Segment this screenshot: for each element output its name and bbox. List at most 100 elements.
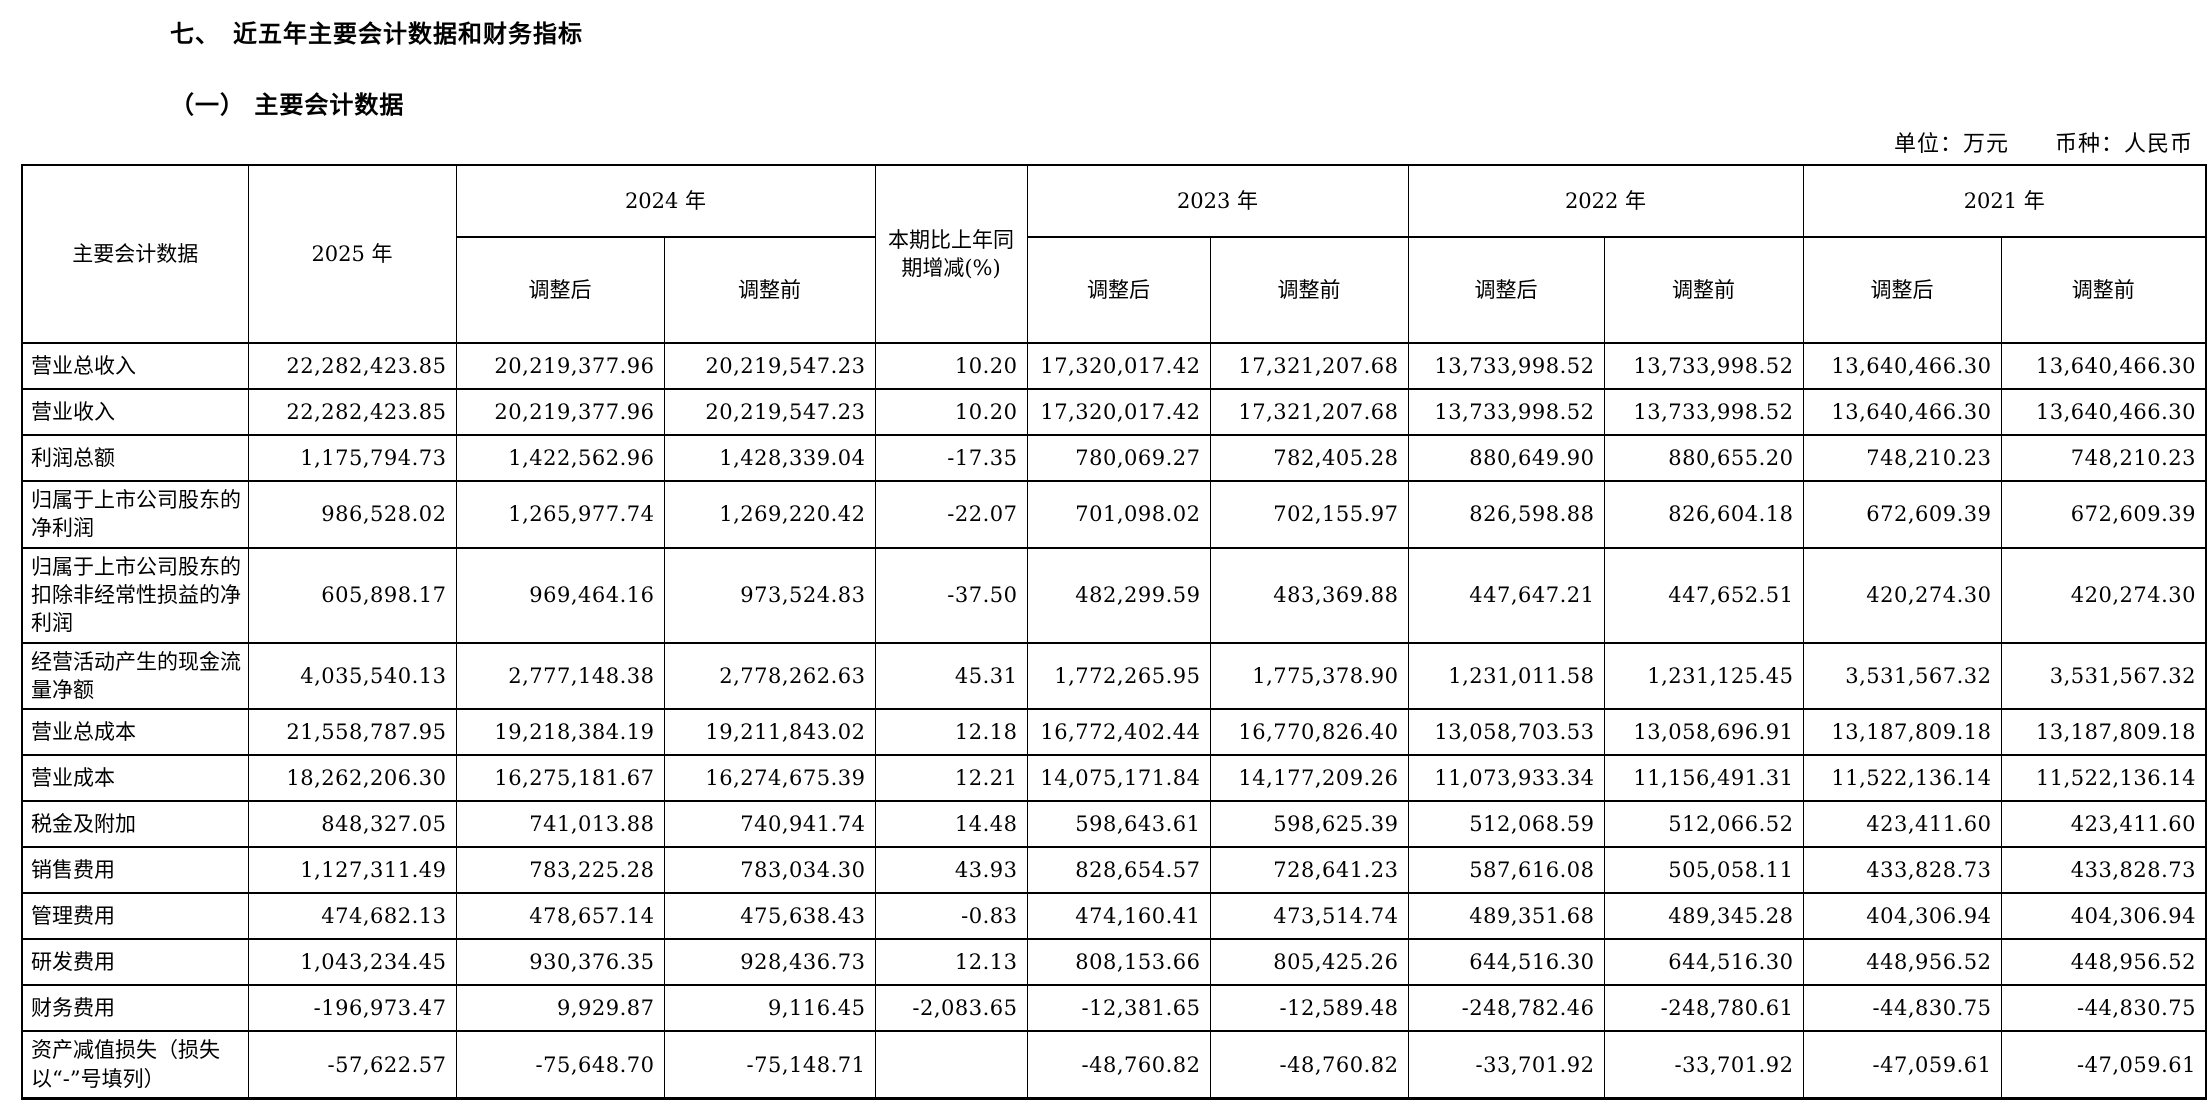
value-cell: 10.20 bbox=[874, 388, 1028, 436]
value-cell: 404,306.94 bbox=[1802, 892, 2002, 941]
value-cell: 783,225.28 bbox=[455, 846, 665, 895]
value-cell: 16,772,402.44 bbox=[1026, 708, 1211, 757]
table-body: 营业总收入 22,282,423.85 20,219,377.96 20,219,54… bbox=[21, 342, 2207, 1100]
value-cell: 741,013.88 bbox=[455, 800, 665, 849]
subheader-2021-adjusted: 调整后 bbox=[1802, 236, 2002, 344]
value-cell: 505,058.11 bbox=[1603, 846, 1804, 895]
subheader-2024-adjusted: 调整后 bbox=[455, 236, 665, 344]
value-cell: -12,381.65 bbox=[1026, 984, 1211, 1033]
value-cell: 3,531,567.32 bbox=[1802, 641, 2002, 711]
value-cell: 644,516.30 bbox=[1407, 938, 1605, 987]
value-cell: 701,098.02 bbox=[1026, 480, 1211, 549]
value-cell: 1,428,339.04 bbox=[663, 434, 876, 482]
value-cell: 782,405.28 bbox=[1209, 434, 1409, 482]
value-cell: 1,231,011.58 bbox=[1407, 641, 1605, 711]
value-cell: 9,929.87 bbox=[455, 984, 665, 1033]
value-cell bbox=[874, 1030, 1028, 1100]
table-row: 研发费用 1,043,234.45 930,376.35 928,436.73 12.1… bbox=[21, 938, 2207, 987]
value-cell: 1,127,311.49 bbox=[247, 846, 457, 895]
value-cell: 448,956.52 bbox=[1802, 938, 2002, 987]
value-cell: 10.20 bbox=[874, 342, 1028, 390]
value-cell: 22,282,423.85 bbox=[247, 388, 457, 436]
value-cell: 672,609.39 bbox=[1802, 480, 2002, 549]
table-row: 利润总额 1,175,794.73 1,422,562.96 1,428,339.04… bbox=[21, 434, 2207, 482]
value-cell: 13,058,696.91 bbox=[1603, 708, 1804, 757]
value-cell: -22.07 bbox=[874, 480, 1028, 549]
value-cell: 43.93 bbox=[874, 846, 1028, 895]
value-cell: 512,066.52 bbox=[1603, 800, 1804, 849]
value-cell: 986,528.02 bbox=[247, 480, 457, 549]
value-cell: 16,770,826.40 bbox=[1209, 708, 1409, 757]
value-cell: -33,701.92 bbox=[1603, 1030, 1804, 1100]
value-cell: 1,231,125.45 bbox=[1603, 641, 1804, 711]
metric-label-cell: 营业收入 bbox=[21, 388, 249, 436]
value-cell: 447,647.21 bbox=[1407, 546, 1605, 644]
value-cell: 433,828.73 bbox=[2000, 846, 2207, 895]
value-cell: 19,211,843.02 bbox=[663, 708, 876, 757]
value-cell: -47,059.61 bbox=[2000, 1030, 2207, 1100]
value-cell: 483,369.88 bbox=[1209, 546, 1409, 644]
value-cell: 12.13 bbox=[874, 938, 1028, 987]
value-cell: 826,598.88 bbox=[1407, 480, 1605, 549]
value-cell: 404,306.94 bbox=[2000, 892, 2207, 941]
value-cell: 45.31 bbox=[874, 641, 1028, 711]
subheader-2022-adjusted: 调整后 bbox=[1407, 236, 1605, 344]
value-cell: -75,648.70 bbox=[455, 1030, 665, 1100]
subheader-2021-pre-adjusted: 调整前 bbox=[2000, 236, 2207, 344]
value-cell: 587,616.08 bbox=[1407, 846, 1605, 895]
metric-label-cell: 财务费用 bbox=[21, 984, 249, 1033]
value-cell: 3,531,567.32 bbox=[2000, 641, 2207, 711]
value-cell: 21,558,787.95 bbox=[247, 708, 457, 757]
value-cell: 1,175,794.73 bbox=[247, 434, 457, 482]
value-cell: 474,160.41 bbox=[1026, 892, 1211, 941]
value-cell: 880,649.90 bbox=[1407, 434, 1605, 482]
value-cell: 598,625.39 bbox=[1209, 800, 1409, 849]
subheader-2023-pre-adjusted: 调整前 bbox=[1209, 236, 1409, 344]
value-cell: 423,411.60 bbox=[1802, 800, 2002, 849]
value-cell: 17,321,207.68 bbox=[1209, 388, 1409, 436]
value-cell: 828,654.57 bbox=[1026, 846, 1211, 895]
value-cell: 12.21 bbox=[874, 754, 1028, 803]
metric-label-cell: 资产减值损失（损失以“-”号填列） bbox=[21, 1030, 249, 1100]
value-cell: 474,682.13 bbox=[247, 892, 457, 941]
value-cell: 14.48 bbox=[874, 800, 1028, 849]
value-cell: -12,589.48 bbox=[1209, 984, 1409, 1033]
value-cell: 11,522,136.14 bbox=[1802, 754, 2002, 803]
value-cell: 16,274,675.39 bbox=[663, 754, 876, 803]
value-cell: 13,640,466.30 bbox=[1802, 388, 2002, 436]
value-cell: 433,828.73 bbox=[1802, 846, 2002, 895]
value-cell: -44,830.75 bbox=[1802, 984, 2002, 1033]
value-cell: 928,436.73 bbox=[663, 938, 876, 987]
table-row: 营业总成本 21,558,787.95 19,218,384.19 19,211,84… bbox=[21, 708, 2207, 757]
value-cell: 2,778,262.63 bbox=[663, 641, 876, 711]
value-cell: 14,177,209.26 bbox=[1209, 754, 1409, 803]
value-cell: 973,524.83 bbox=[663, 546, 876, 644]
value-cell: 512,068.59 bbox=[1407, 800, 1605, 849]
value-cell: 672,609.39 bbox=[2000, 480, 2207, 549]
value-cell: 13,733,998.52 bbox=[1603, 388, 1804, 436]
metric-label-cell: 营业成本 bbox=[21, 754, 249, 803]
value-cell: 20,219,547.23 bbox=[663, 388, 876, 436]
value-cell: 478,657.14 bbox=[455, 892, 665, 941]
value-cell: 1,269,220.42 bbox=[663, 480, 876, 549]
value-cell: 1,422,562.96 bbox=[455, 434, 665, 482]
table-row: 资产减值损失（损失以“-”号填列） -57,622.57 -75,648.70 -75… bbox=[21, 1030, 2207, 1100]
table-row: 营业总收入 22,282,423.85 20,219,377.96 20,219,54… bbox=[21, 342, 2207, 390]
value-cell: 13,733,998.52 bbox=[1603, 342, 1804, 390]
table-row: 财务费用 -196,973.47 9,929.87 9,116.45 -2,083.65… bbox=[21, 984, 2207, 1033]
value-cell: 448,956.52 bbox=[2000, 938, 2207, 987]
column-header-2025: 2025 年 bbox=[247, 164, 457, 344]
value-cell: 11,073,933.34 bbox=[1407, 754, 1605, 803]
column-header-2024: 2024 年 bbox=[455, 164, 876, 238]
value-cell: 1,043,234.45 bbox=[247, 938, 457, 987]
value-cell: -33,701.92 bbox=[1407, 1030, 1605, 1100]
value-cell: 11,522,136.14 bbox=[2000, 754, 2207, 803]
value-cell: 598,643.61 bbox=[1026, 800, 1211, 849]
value-cell: 605,898.17 bbox=[247, 546, 457, 644]
metric-label-cell: 税金及附加 bbox=[21, 800, 249, 849]
metric-label-cell: 利润总额 bbox=[21, 434, 249, 482]
value-cell: 13,733,998.52 bbox=[1407, 342, 1605, 390]
value-cell: 18,262,206.30 bbox=[247, 754, 457, 803]
value-cell: 2,777,148.38 bbox=[455, 641, 665, 711]
value-cell: 930,376.35 bbox=[455, 938, 665, 987]
